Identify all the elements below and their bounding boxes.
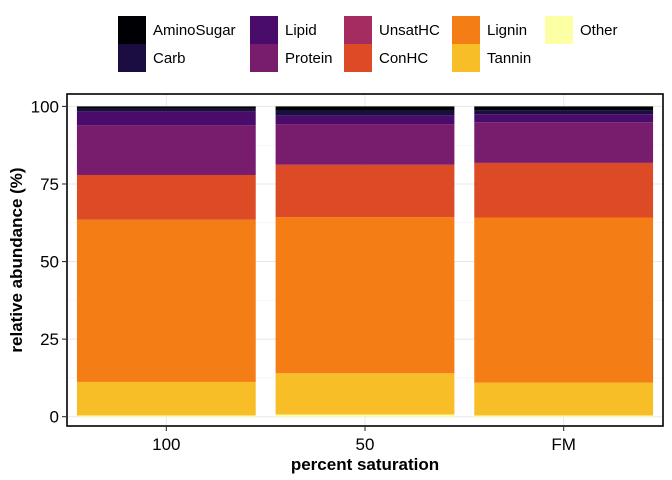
legend-item-other: Other [545, 16, 618, 44]
bar-segment-lipid-100 [76, 111, 256, 126]
legend-item-tannin: Tannin [452, 44, 531, 72]
legend-label: Carb [153, 50, 186, 67]
y-tick-label: 50 [40, 253, 59, 272]
bars [76, 106, 654, 417]
legend-item-unsathc: UnsatHC [344, 16, 440, 44]
y-axis-title: relative abundance (%) [7, 167, 26, 352]
x-tick-label: 50 [356, 435, 375, 454]
legend-key-protein [250, 44, 278, 72]
legend-label: Lignin [487, 22, 527, 39]
bar-segment-other-fm [474, 415, 654, 417]
x-axis-title: percent saturation [291, 455, 439, 474]
y-tick-label: 0 [50, 408, 59, 427]
legend-label: Lipid [285, 22, 317, 39]
bar-segment-protein-100 [76, 125, 256, 175]
bar-segment-tannin-100 [76, 381, 256, 416]
legend-key-tannin [452, 44, 480, 72]
bar-segment-lignin-100 [76, 219, 256, 382]
bar-segment-lipid-fm [474, 114, 654, 123]
legend-label: Other [580, 22, 618, 39]
bar-segment-carb-fm [474, 110, 654, 115]
bar-segment-protein-50 [275, 124, 455, 165]
legend-item-lignin: Lignin [452, 16, 527, 44]
legend-key-other [545, 16, 573, 44]
x-tick-label: FM [551, 435, 576, 454]
x-tick-label: 100 [152, 435, 180, 454]
bar-segment-conhc-fm [474, 162, 654, 218]
bar-segment-carb-100 [76, 108, 256, 112]
legend-label: Tannin [487, 50, 531, 67]
bar-segment-other-100 [76, 415, 256, 417]
bar-segment-protein-fm [474, 122, 654, 163]
x-axis: 100 50 FM [152, 426, 576, 454]
legend-label: Protein [285, 50, 333, 67]
bar-segment-aminosugar-100 [76, 106, 256, 109]
plot-panel [66, 93, 664, 427]
bar-segment-lipid-50 [275, 115, 455, 125]
legend-key-unsathc [344, 16, 372, 44]
y-axis: 0 25 50 75 100 [31, 97, 67, 427]
legend-key-conhc [344, 44, 372, 72]
bar-segment-aminosugar-50 [275, 106, 455, 111]
bar-segment-lignin-50 [275, 217, 455, 374]
legend-item-carb: Carb [118, 44, 186, 72]
legend-key-carb [118, 44, 146, 72]
legend-item-lipid: Lipid [250, 16, 317, 44]
bar-segment-aminosugar-fm [474, 106, 654, 111]
bar-segment-lignin-fm [474, 217, 654, 383]
legend-key-aminosugar [118, 16, 146, 44]
legend-item-conhc: ConHC [344, 44, 428, 72]
y-tick-label: 25 [40, 330, 59, 349]
legend-item-aminosugar: AminoSugar [118, 16, 236, 44]
legend-label: UnsatHC [379, 22, 440, 39]
legend-label: AminoSugar [153, 22, 236, 39]
y-tick-label: 75 [40, 175, 59, 194]
bar-segment-tannin-50 [275, 373, 455, 415]
bar-segment-carb-50 [275, 110, 455, 116]
bar-segment-tannin-fm [474, 382, 654, 416]
bar-segment-conhc-50 [275, 164, 455, 218]
y-tick-label: 100 [31, 97, 59, 116]
legend-key-lipid [250, 16, 278, 44]
legend-key-lignin [452, 16, 480, 44]
bar-segment-conhc-100 [76, 174, 256, 220]
legend-item-protein: Protein [250, 44, 333, 72]
bar-segment-other-50 [275, 414, 455, 417]
legend: AminoSugar Carb Lipid Protein UnsatHC ConHC Li… [118, 16, 618, 72]
legend-label: ConHC [379, 50, 428, 67]
